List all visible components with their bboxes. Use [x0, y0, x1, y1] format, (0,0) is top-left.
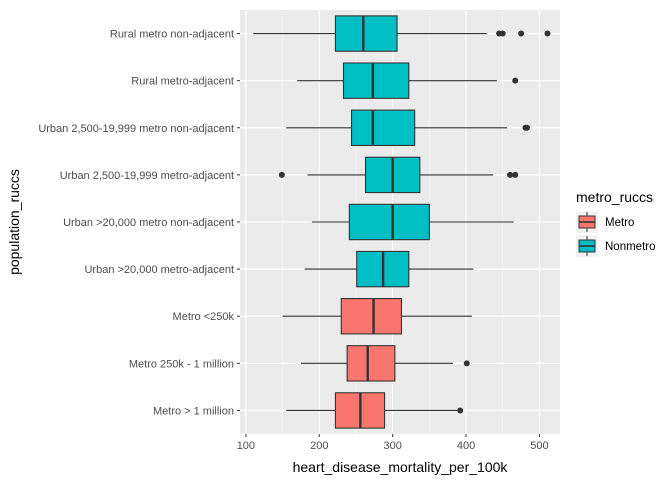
- legend-entry-metro: Metro: [576, 211, 634, 233]
- legend-title: metro_ruccs: [576, 189, 653, 205]
- legend-label: Nonmetro: [605, 241, 656, 253]
- legend-entries: Metro Nonmetro: [576, 211, 656, 257]
- box-metro-250k: [282, 298, 472, 335]
- x-tick-label: 500: [530, 440, 548, 452]
- outlier-point: [544, 30, 551, 37]
- outlier-point: [457, 407, 464, 414]
- box-urban-2-500-19-999-metro-non-adjacent: [286, 109, 530, 146]
- box-metro-1-million: [286, 392, 464, 429]
- y-tick-label: Metro 250k - 1 million: [129, 358, 234, 370]
- box-rural-metro-adjacent: [297, 62, 519, 99]
- y-tick-label: Rural metro-adjacent: [131, 76, 234, 88]
- box-rural-metro-non-adjacent: [253, 15, 551, 52]
- x-axis-title: heart_disease_mortality_per_100k: [293, 459, 509, 475]
- outlier-point: [463, 360, 470, 367]
- x-tick-label: 300: [383, 440, 401, 452]
- x-tick-label: 100: [237, 440, 255, 452]
- y-tick-label: Metro > 1 million: [153, 405, 234, 417]
- y-axis: Rural metro non-adjacent Rural metro-adja…: [38, 29, 240, 417]
- boxes: [253, 15, 551, 429]
- box-metro-250k-1-million: [300, 345, 470, 382]
- x-axis: 100 200 300 400 500: [237, 434, 549, 452]
- y-tick-label: Urban >20,000 metro non-adjacent: [63, 217, 234, 229]
- iqr-box: [340, 298, 403, 335]
- y-axis-title: population_ruccs: [6, 169, 22, 275]
- y-tick-label: Metro <250k: [173, 311, 235, 323]
- legend-entry-nonmetro: Nonmetro: [576, 235, 656, 257]
- x-tick-label: 200: [310, 440, 328, 452]
- outlier-point: [499, 30, 506, 37]
- iqr-box: [346, 345, 396, 382]
- iqr-box: [348, 203, 430, 241]
- outlier-point: [278, 171, 285, 178]
- iqr-box: [334, 15, 398, 52]
- box-urban-20-000-metro-non-adjacent: [311, 203, 514, 241]
- legend: metro_ruccs Metro Nonmetro: [576, 189, 656, 257]
- y-tick-label: Urban 2,500-19,999 metro-adjacent: [60, 170, 234, 182]
- outlier-point: [512, 171, 519, 178]
- outlier-point: [523, 124, 530, 131]
- y-tick-label: Urban >20,000 metro-adjacent: [84, 264, 234, 276]
- x-tick-label: 400: [457, 440, 475, 452]
- box-urban-2-500-19-999-metro-adjacent: [278, 156, 519, 194]
- box-urban-20-000-metro-adjacent: [304, 250, 474, 288]
- outlier-point: [512, 77, 519, 84]
- y-tick-label: Rural metro non-adjacent: [110, 29, 234, 41]
- outlier-point: [518, 30, 525, 37]
- legend-label: Metro: [605, 217, 634, 229]
- outlier-point: [507, 171, 514, 178]
- iqr-box: [342, 62, 410, 99]
- iqr-box: [351, 109, 416, 146]
- y-tick-label: Urban 2,500-19,999 metro non-adjacent: [38, 123, 234, 135]
